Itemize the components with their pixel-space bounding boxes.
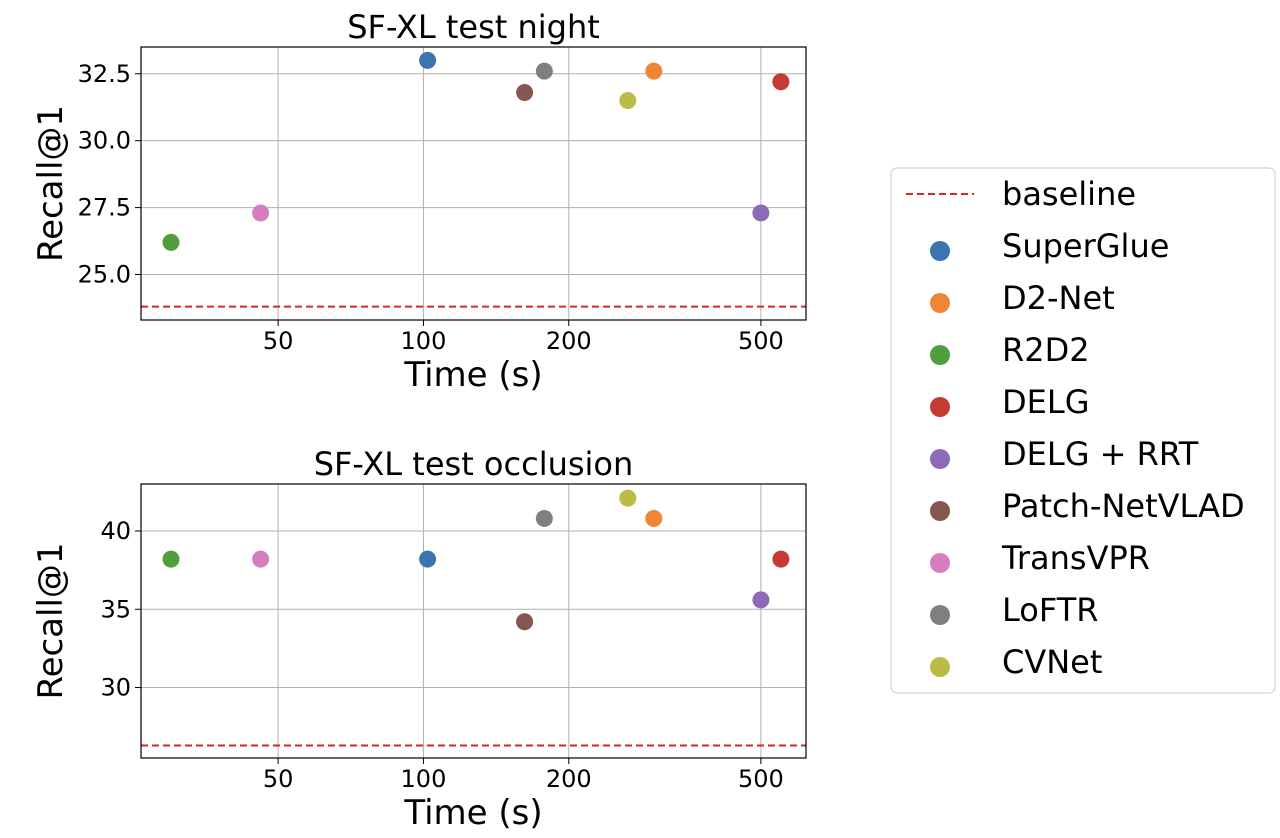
x-tick-label: 50 <box>263 327 294 355</box>
point-superglue <box>419 550 437 568</box>
point-d2-net <box>645 509 663 527</box>
legend-label-r2d2: R2D2 <box>1002 331 1090 369</box>
legend-marker-d2-net <box>930 293 950 313</box>
axes-frame <box>140 483 807 759</box>
legend-marker-patch-netvlad <box>930 501 950 521</box>
subplot-2: 50 100 200 500 30 35 40 SF-XL test occlusion Tim… <box>31 445 807 833</box>
legend-box <box>890 167 1276 694</box>
legend-marker-loftr <box>930 605 950 625</box>
x-tick-label: 200 <box>546 765 592 793</box>
point-transvpr <box>252 550 270 568</box>
point-delg-rrt <box>752 204 770 222</box>
legend-marker-superglue <box>930 241 950 261</box>
chart-title: SF-XL test night <box>347 8 600 46</box>
point-patch-netvlad <box>516 84 534 101</box>
point-loftr <box>535 509 553 527</box>
legend-label-patch-netvlad: Patch-NetVLAD <box>1002 487 1245 525</box>
legend-marker-r2d2 <box>930 345 950 365</box>
point-cvnet <box>619 92 637 110</box>
legend-label-d2-net: D2-Net <box>1002 279 1115 317</box>
legend-label-delg: DELG <box>1002 383 1089 421</box>
legend-label-transvpr: TransVPR <box>1001 539 1150 577</box>
legend-marker-cvnet <box>930 657 950 677</box>
y-tick-label: 40 <box>100 517 131 545</box>
y-tick-label: 30 <box>100 674 131 702</box>
x-tick-label: 50 <box>263 765 294 793</box>
point-r2d2 <box>162 233 180 251</box>
legend: baseline SuperGlue D2-Net R2D2 DELG DELG + RR… <box>890 167 1276 694</box>
point-transvpr <box>252 204 270 222</box>
y-tick-label: 25.0 <box>78 261 131 289</box>
legend-marker-delg <box>930 397 950 417</box>
point-superglue <box>419 51 437 69</box>
x-tick-label: 100 <box>401 765 447 793</box>
x-axis-label: Time (s) <box>403 355 542 395</box>
subplot-1: 50 100 200 500 25.0 27.5 30.0 32.5 SF-XL test ni… <box>31 8 807 395</box>
y-axis-label: Recall@1 <box>31 105 71 262</box>
x-tick-label: 500 <box>738 765 784 793</box>
point-delg <box>772 550 790 568</box>
point-d2-net <box>645 62 663 80</box>
y-tick-label: 30.0 <box>78 127 131 155</box>
y-axis-label: Recall@1 <box>31 542 71 699</box>
y-tick-label: 35 <box>100 595 131 623</box>
point-patch-netvlad <box>516 613 534 631</box>
legend-label-baseline: baseline <box>1002 175 1136 213</box>
x-axis-label: Time (s) <box>403 793 542 833</box>
x-tick-label: 500 <box>738 327 784 355</box>
legend-label-delg-rrt: DELG + RRT <box>1002 435 1199 473</box>
legend-label-cvnet: CVNet <box>1002 643 1102 681</box>
point-loftr <box>535 62 553 80</box>
legend-marker-transvpr <box>930 553 950 573</box>
point-delg <box>772 73 790 91</box>
point-cvnet <box>619 489 637 507</box>
legend-label-superglue: SuperGlue <box>1002 227 1169 265</box>
x-tick-label: 100 <box>401 327 447 355</box>
chart-title: SF-XL test occlusion <box>314 445 634 483</box>
y-tick-label: 27.5 <box>78 194 131 222</box>
y-tick-label: 32.5 <box>78 60 131 88</box>
legend-label-loftr: LoFTR <box>1002 591 1098 629</box>
x-tick-label: 200 <box>546 327 592 355</box>
legend-marker-delg-rrt <box>930 449 950 469</box>
point-delg-rrt <box>752 591 770 609</box>
axes-frame <box>140 46 807 321</box>
point-r2d2 <box>162 550 180 568</box>
